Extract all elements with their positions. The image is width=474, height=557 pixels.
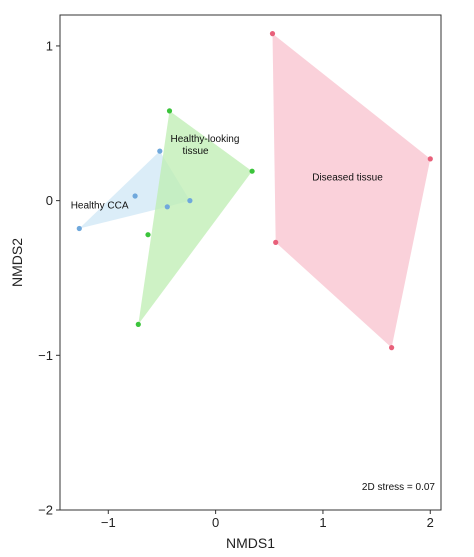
point-diseased-tissue-4 bbox=[273, 239, 279, 245]
x-tick-label: 2 bbox=[427, 515, 434, 530]
stress-annotation: 2D stress = 0.07 bbox=[362, 482, 436, 493]
x-axis-title: NMDS1 bbox=[226, 535, 275, 551]
point-healthy-looking-tissue-4 bbox=[135, 321, 141, 327]
point-diseased-tissue-2 bbox=[427, 156, 433, 162]
group-label-healthy-looking-tissue: Healthy-looking tissue bbox=[171, 134, 240, 157]
point-healthy-cca-4 bbox=[164, 204, 170, 210]
point-healthy-cca-3 bbox=[157, 148, 163, 154]
point-diseased-tissue-3 bbox=[389, 345, 395, 351]
point-healthy-looking-tissue-3 bbox=[145, 232, 151, 238]
y-tick-label: −1 bbox=[38, 348, 53, 363]
point-healthy-looking-tissue-1 bbox=[166, 108, 173, 114]
x-axis-ticks: −1 0 1 2 bbox=[101, 510, 434, 530]
hull-healthy-looking-tissue bbox=[138, 110, 253, 325]
data-points bbox=[76, 30, 433, 351]
point-healthy-cca-1 bbox=[76, 225, 82, 232]
plot-frame bbox=[59, 14, 442, 511]
x-tick-label: 0 bbox=[212, 515, 219, 530]
y-tick-label: −2 bbox=[38, 503, 53, 518]
group-labels: Healthy CCA Healthy-looking tissue Diseased… bbox=[71, 134, 384, 212]
y-axis-ticks: −2 −1 0 1 bbox=[38, 38, 60, 518]
y-axis-title: NMDS2 bbox=[9, 238, 25, 287]
group-label-diseased-tissue: Diseased tissue bbox=[312, 173, 383, 184]
hull-diseased-tissue bbox=[272, 33, 431, 348]
x-tick-label: −1 bbox=[101, 515, 116, 530]
x-tick-label: 1 bbox=[319, 515, 326, 530]
y-tick-label: 1 bbox=[46, 38, 53, 53]
point-diseased-tissue-1 bbox=[269, 30, 276, 37]
hull-polygons bbox=[79, 33, 431, 348]
y-tick-label: 0 bbox=[46, 193, 53, 208]
point-healthy-cca-2 bbox=[132, 193, 138, 199]
point-healthy-cca-5 bbox=[187, 198, 193, 204]
point-healthy-looking-tissue-2 bbox=[249, 168, 255, 174]
group-label-healthy-cca: Healthy CCA bbox=[71, 200, 129, 211]
